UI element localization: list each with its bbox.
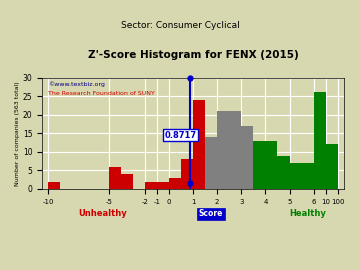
Bar [326, 144, 338, 189]
Bar [289, 163, 302, 189]
Bar [121, 174, 133, 189]
Text: Score: Score [199, 210, 223, 218]
Bar [205, 137, 217, 189]
Bar [229, 111, 241, 189]
Y-axis label: Number of companies (563 total): Number of companies (563 total) [15, 81, 20, 185]
Bar [157, 181, 169, 189]
Bar [169, 178, 181, 189]
Text: Unhealthy: Unhealthy [78, 210, 127, 218]
Text: ©www.textbiz.org: ©www.textbiz.org [48, 81, 105, 86]
Bar [278, 156, 289, 189]
Text: Healthy: Healthy [289, 210, 326, 218]
Bar [193, 100, 205, 189]
Bar [314, 92, 326, 189]
Bar [181, 159, 193, 189]
Text: The Research Foundation of SUNY: The Research Foundation of SUNY [48, 91, 155, 96]
Text: Sector: Consumer Cyclical: Sector: Consumer Cyclical [121, 21, 239, 30]
Bar [241, 126, 253, 189]
Bar [145, 181, 157, 189]
Bar [253, 141, 265, 189]
Bar [109, 167, 121, 189]
Text: 0.8717: 0.8717 [164, 131, 196, 140]
Bar [265, 141, 278, 189]
Bar [217, 111, 229, 189]
Title: Z'-Score Histogram for FENX (2015): Z'-Score Histogram for FENX (2015) [88, 50, 298, 60]
Bar [48, 181, 60, 189]
Bar [302, 163, 314, 189]
